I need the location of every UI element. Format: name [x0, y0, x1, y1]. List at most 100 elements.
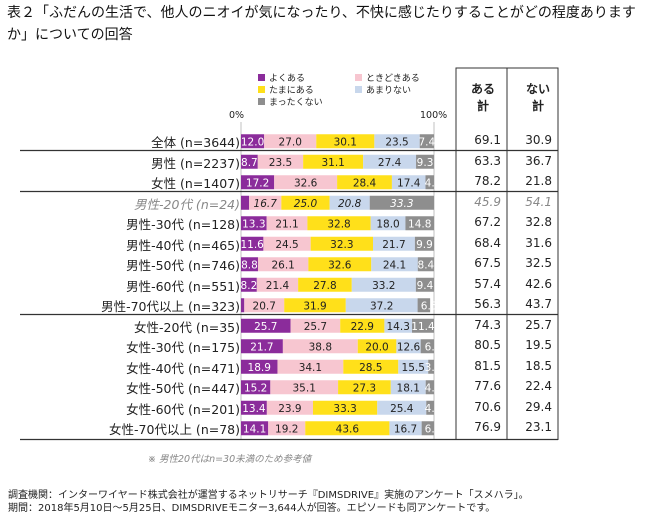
- data-label: 13.3: [242, 218, 265, 230]
- bar-segment: [416, 154, 434, 169]
- aru-total-value: 56.3: [474, 297, 501, 312]
- data-label: 8.2: [241, 280, 258, 292]
- row-label: 女性-50代 (n=447): [126, 381, 240, 397]
- bar-segment: [298, 277, 352, 292]
- bar-segment: [241, 277, 257, 292]
- bar-segment: [425, 380, 434, 395]
- nai-total-value: 23.1: [525, 420, 552, 435]
- data-label: 11.4: [411, 321, 435, 333]
- data-label: 27.3: [353, 382, 376, 394]
- data-label: 25.7: [304, 321, 327, 333]
- legend-swatch: [258, 98, 265, 105]
- footer-survey-info: 調査機関：インターワイヤード株式会社が運営するネットリサーチ『DIMSDRIVE…: [8, 490, 529, 501]
- bar-segment: [241, 236, 264, 251]
- row-label: 女性-70代以上 (n=78): [109, 422, 240, 438]
- bar-segment: [391, 175, 426, 190]
- row-label: 男性-50代 (n=746): [126, 258, 240, 274]
- nai-total-value: 30.9: [525, 133, 552, 148]
- data-label: 35.1: [293, 382, 316, 394]
- data-label: 4.4: [425, 177, 442, 189]
- data-label: 43.6: [336, 423, 360, 435]
- bar-segment: [405, 216, 434, 231]
- nai-total-value: 21.8: [525, 174, 552, 189]
- legend-label: たまにある: [269, 86, 314, 96]
- data-label: 22.9: [351, 321, 374, 333]
- legend-swatch: [355, 74, 362, 81]
- data-label: 9.4: [417, 280, 434, 292]
- data-label: 20.7: [253, 300, 276, 312]
- data-label: 31.1: [321, 157, 344, 169]
- row-label: 女性 (n=1407): [151, 176, 240, 192]
- row-label: 女性-30代 (n=175): [126, 340, 240, 356]
- bar-segment: [257, 257, 309, 272]
- bar-segment: [268, 421, 306, 436]
- data-label: 17.4: [397, 177, 421, 189]
- data-label: 32.6: [294, 177, 318, 189]
- bar-segment: [411, 318, 434, 333]
- data-label: 12.6: [397, 341, 421, 353]
- bar-segment: [316, 134, 375, 149]
- bar-segment: [241, 175, 275, 190]
- bar-segment: [263, 236, 311, 251]
- aru-total-value: 80.5: [474, 338, 501, 353]
- bar-segment: [308, 257, 372, 272]
- legend-label: あまりない: [366, 86, 412, 96]
- bar-segment: [241, 154, 258, 169]
- data-label: 33.2: [372, 280, 395, 292]
- aru-total-value: 67.2: [474, 215, 501, 230]
- legend-label: よくある: [269, 74, 306, 84]
- bar-segment: [312, 400, 378, 415]
- bar-segment: [305, 421, 390, 436]
- bar-segment: [371, 257, 418, 272]
- nai-total-value: 54.1: [525, 194, 552, 209]
- bar-segment: [414, 236, 434, 251]
- bar-segment: [244, 298, 285, 313]
- bar-segment: [417, 298, 431, 313]
- nai-total-value: 43.7: [525, 297, 552, 312]
- data-label: 33.3: [333, 403, 356, 415]
- bar-segment: [374, 134, 420, 149]
- bar-segment: [266, 216, 308, 231]
- footer-period-info: 期間：2018年5月10日～5月25日、DIMSDRIVEモニター3,644人が…: [8, 503, 496, 514]
- bar-segment: [241, 421, 269, 436]
- data-label: 18.1: [397, 382, 420, 394]
- data-label: 27.8: [313, 280, 336, 292]
- data-label: 33.3: [390, 198, 413, 210]
- data-label: 6.9: [425, 341, 442, 353]
- data-label: 21.7: [250, 341, 273, 353]
- axis-end-label: 100%: [420, 110, 448, 121]
- row-label: 男性-70代以上 (n=323): [101, 299, 240, 315]
- aru-total-value: 81.5: [474, 358, 501, 373]
- legend-swatch: [355, 86, 362, 93]
- bar-segment: [377, 400, 427, 415]
- data-label: 38.8: [309, 341, 332, 353]
- bar-segment: [241, 134, 265, 149]
- data-label: 24.5: [275, 239, 298, 251]
- bar-segment: [241, 195, 250, 210]
- data-label: 15.5: [402, 362, 425, 374]
- bar-segment: [421, 421, 434, 436]
- data-label: 21.4: [266, 280, 290, 292]
- aru-total-value: 45.9: [474, 194, 501, 209]
- data-label: 6.4: [425, 423, 442, 435]
- aru-total-value: 67.5: [474, 256, 501, 271]
- data-label: 8.8: [241, 259, 258, 271]
- row-label: 全体 (n=3644): [151, 135, 240, 151]
- aru-total-value: 74.3: [474, 317, 501, 332]
- nai-total-value: 32.5: [525, 256, 552, 271]
- row-label: 女性-60代 (n=201): [126, 401, 240, 417]
- data-label: 23.9: [278, 403, 301, 415]
- bar-segment: [241, 380, 271, 395]
- data-label: 9.3: [417, 157, 434, 169]
- nai-total-value: 32.8: [525, 215, 552, 230]
- header-aru-total: ある 計: [470, 82, 495, 113]
- legend-swatch: [258, 74, 265, 81]
- data-label: 18.9: [248, 362, 271, 374]
- bar-segment: [417, 257, 434, 272]
- bar-segment: [337, 175, 392, 190]
- data-label: 20.8: [338, 198, 362, 210]
- bar-segment: [351, 277, 416, 292]
- data-label: 16.7: [254, 198, 278, 210]
- legend-item-amarinai: あまりない: [355, 85, 411, 97]
